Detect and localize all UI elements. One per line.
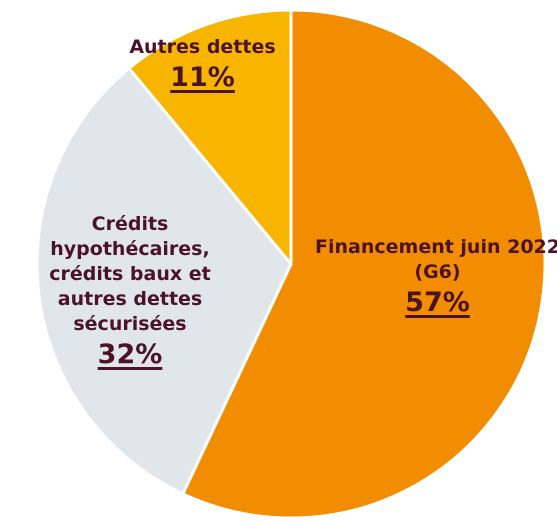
slice-label: Crédits hypothécaires, crédits baux et a… — [30, 212, 230, 373]
value-label: 11% — [170, 62, 235, 93]
value-label: 32% — [97, 339, 163, 370]
slice-label: Financement juin 2022 (G6) 57% — [315, 235, 557, 321]
pie-slice — [127, 8, 293, 266]
category-label: Crédits hypothécaires, crédits baux et a… — [49, 213, 211, 335]
category-label: Autres dettes — [129, 36, 276, 58]
pie-slice — [35, 66, 293, 496]
slice-label: Autres dettes 11% — [95, 35, 310, 96]
pie-slice — [181, 8, 547, 520]
category-label: Financement juin 2022 (G6) — [315, 236, 557, 283]
value-label: 57% — [405, 287, 470, 318]
